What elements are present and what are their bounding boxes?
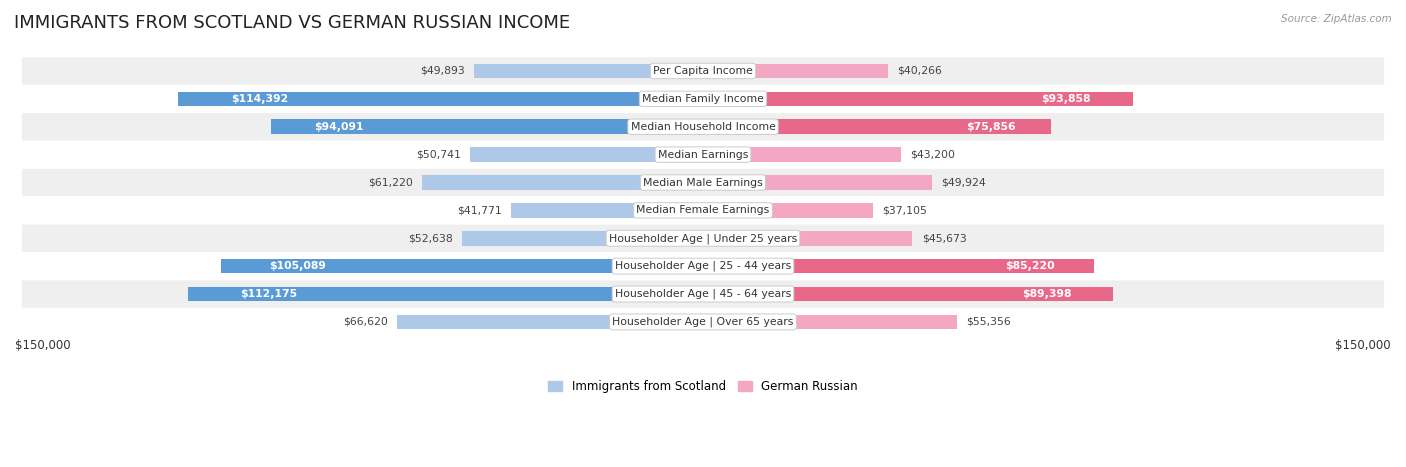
Text: Median Earnings: Median Earnings	[658, 149, 748, 160]
Text: Householder Age | 25 - 44 years: Householder Age | 25 - 44 years	[614, 261, 792, 271]
Text: $93,858: $93,858	[1040, 94, 1091, 104]
Text: Median Household Income: Median Household Income	[630, 122, 776, 132]
Text: $41,771: $41,771	[457, 205, 502, 215]
Bar	[179, 92, 703, 106]
Text: $52,638: $52,638	[408, 234, 453, 243]
Bar	[512, 203, 703, 218]
Text: $37,105: $37,105	[883, 205, 927, 215]
Text: IMMIGRANTS FROM SCOTLAND VS GERMAN RUSSIAN INCOME: IMMIGRANTS FROM SCOTLAND VS GERMAN RUSSI…	[14, 14, 571, 32]
FancyBboxPatch shape	[22, 113, 1384, 141]
Text: Median Female Earnings: Median Female Earnings	[637, 205, 769, 215]
Legend: Immigrants from Scotland, German Russian: Immigrants from Scotland, German Russian	[543, 375, 863, 398]
Text: Median Male Earnings: Median Male Earnings	[643, 177, 763, 188]
Bar	[703, 287, 1114, 301]
Text: $45,673: $45,673	[922, 234, 966, 243]
Text: $66,620: $66,620	[343, 317, 388, 327]
Text: $40,266: $40,266	[897, 66, 942, 76]
Text: $150,000: $150,000	[15, 339, 70, 352]
FancyBboxPatch shape	[22, 85, 1384, 113]
Text: Source: ZipAtlas.com: Source: ZipAtlas.com	[1281, 14, 1392, 24]
Bar	[470, 148, 703, 162]
FancyBboxPatch shape	[22, 308, 1384, 336]
Text: $49,924: $49,924	[941, 177, 986, 188]
Text: $75,856: $75,856	[966, 122, 1017, 132]
FancyBboxPatch shape	[22, 225, 1384, 252]
FancyBboxPatch shape	[22, 253, 1384, 280]
Bar	[703, 92, 1133, 106]
Bar	[461, 231, 703, 246]
Text: Householder Age | Under 25 years: Householder Age | Under 25 years	[609, 233, 797, 243]
Bar	[703, 259, 1094, 273]
Bar	[703, 231, 912, 246]
Text: $50,741: $50,741	[416, 149, 461, 160]
Bar	[474, 64, 703, 78]
Bar	[271, 120, 703, 134]
FancyBboxPatch shape	[22, 141, 1384, 168]
Text: $61,220: $61,220	[368, 177, 413, 188]
Text: Householder Age | Over 65 years: Householder Age | Over 65 years	[612, 317, 794, 327]
Bar	[703, 315, 957, 329]
Bar	[221, 259, 703, 273]
Bar	[703, 148, 901, 162]
Text: $55,356: $55,356	[966, 317, 1011, 327]
Text: $49,893: $49,893	[420, 66, 465, 76]
Text: $85,220: $85,220	[1005, 261, 1054, 271]
Bar	[703, 120, 1050, 134]
Bar	[703, 203, 873, 218]
Text: Per Capita Income: Per Capita Income	[652, 66, 754, 76]
FancyBboxPatch shape	[22, 280, 1384, 308]
Text: $94,091: $94,091	[315, 122, 364, 132]
Text: $112,175: $112,175	[240, 289, 297, 299]
Text: Householder Age | 45 - 64 years: Householder Age | 45 - 64 years	[614, 289, 792, 299]
Text: Median Family Income: Median Family Income	[643, 94, 763, 104]
FancyBboxPatch shape	[22, 57, 1384, 85]
Bar	[422, 175, 703, 190]
Text: $114,392: $114,392	[231, 94, 288, 104]
Text: $89,398: $89,398	[1022, 289, 1071, 299]
Bar	[398, 315, 703, 329]
FancyBboxPatch shape	[22, 197, 1384, 224]
Text: $43,200: $43,200	[910, 149, 955, 160]
Bar	[703, 64, 887, 78]
Bar	[703, 175, 932, 190]
FancyBboxPatch shape	[22, 169, 1384, 196]
Text: $150,000: $150,000	[1336, 339, 1391, 352]
Text: $105,089: $105,089	[269, 261, 326, 271]
Bar	[188, 287, 703, 301]
